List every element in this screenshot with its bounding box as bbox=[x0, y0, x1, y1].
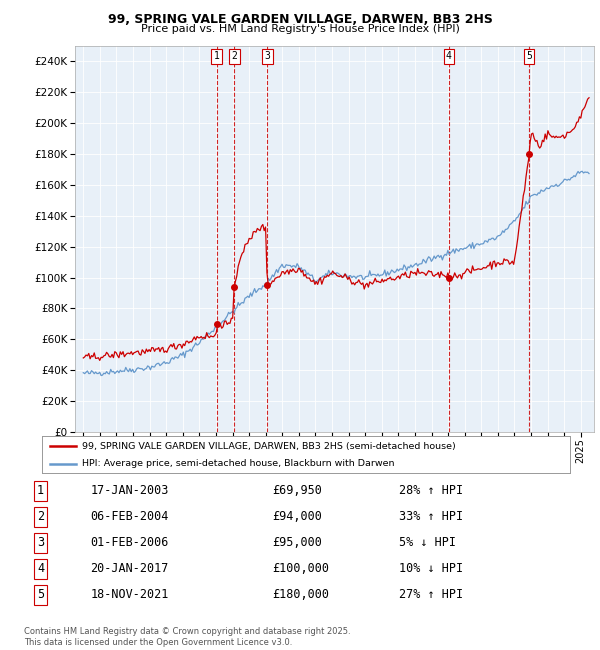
Text: 1: 1 bbox=[37, 484, 44, 497]
Text: 4: 4 bbox=[37, 562, 44, 575]
Text: 27% ↑ HPI: 27% ↑ HPI bbox=[400, 588, 463, 601]
Text: £94,000: £94,000 bbox=[272, 510, 322, 523]
Text: 3: 3 bbox=[37, 536, 44, 549]
Text: 5% ↓ HPI: 5% ↓ HPI bbox=[400, 536, 457, 549]
Text: 33% ↑ HPI: 33% ↑ HPI bbox=[400, 510, 463, 523]
Text: 18-NOV-2021: 18-NOV-2021 bbox=[90, 588, 169, 601]
Text: HPI: Average price, semi-detached house, Blackburn with Darwen: HPI: Average price, semi-detached house,… bbox=[82, 460, 394, 468]
Text: Price paid vs. HM Land Registry's House Price Index (HPI): Price paid vs. HM Land Registry's House … bbox=[140, 24, 460, 34]
Text: 5: 5 bbox=[526, 51, 532, 61]
Text: 28% ↑ HPI: 28% ↑ HPI bbox=[400, 484, 463, 497]
Text: 2: 2 bbox=[231, 51, 237, 61]
Text: £95,000: £95,000 bbox=[272, 536, 322, 549]
Text: 20-JAN-2017: 20-JAN-2017 bbox=[90, 562, 169, 575]
Text: 2: 2 bbox=[37, 510, 44, 523]
Text: 99, SPRING VALE GARDEN VILLAGE, DARWEN, BB3 2HS (semi-detached house): 99, SPRING VALE GARDEN VILLAGE, DARWEN, … bbox=[82, 441, 455, 450]
Text: 5: 5 bbox=[37, 588, 44, 601]
Text: 10% ↓ HPI: 10% ↓ HPI bbox=[400, 562, 463, 575]
Text: 3: 3 bbox=[264, 51, 270, 61]
Text: £100,000: £100,000 bbox=[272, 562, 329, 575]
Text: 06-FEB-2004: 06-FEB-2004 bbox=[90, 510, 169, 523]
Text: 4: 4 bbox=[446, 51, 452, 61]
Text: 17-JAN-2003: 17-JAN-2003 bbox=[90, 484, 169, 497]
Text: 01-FEB-2006: 01-FEB-2006 bbox=[90, 536, 169, 549]
Text: £180,000: £180,000 bbox=[272, 588, 329, 601]
Text: £69,950: £69,950 bbox=[272, 484, 322, 497]
Text: Contains HM Land Registry data © Crown copyright and database right 2025.
This d: Contains HM Land Registry data © Crown c… bbox=[24, 627, 350, 647]
Text: 1: 1 bbox=[214, 51, 220, 61]
Text: 99, SPRING VALE GARDEN VILLAGE, DARWEN, BB3 2HS: 99, SPRING VALE GARDEN VILLAGE, DARWEN, … bbox=[107, 13, 493, 26]
